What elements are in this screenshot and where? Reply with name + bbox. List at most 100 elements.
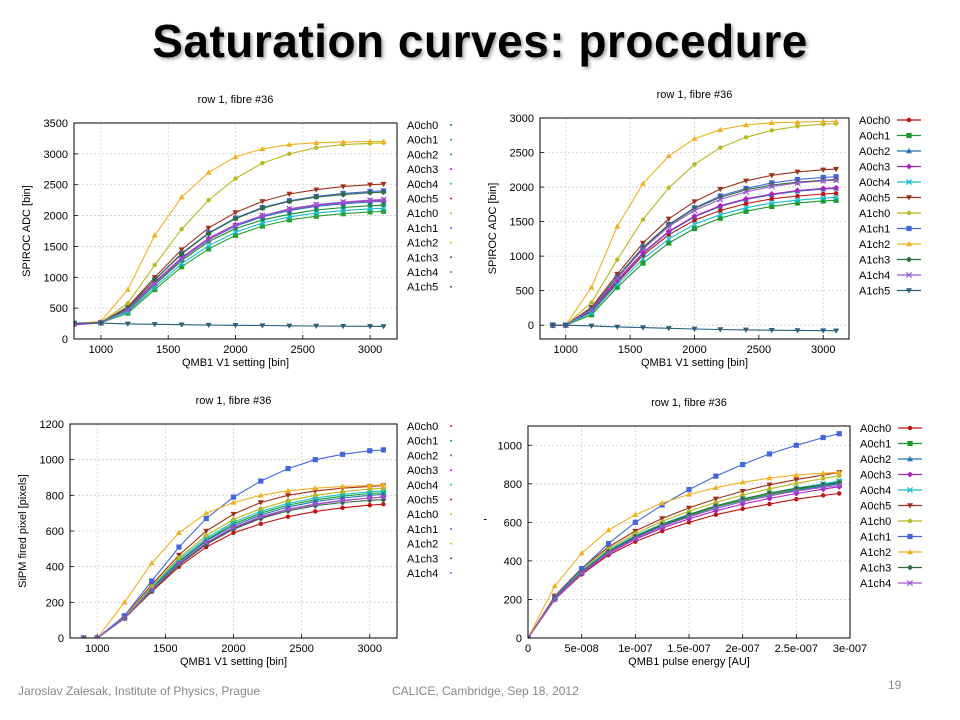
data-point	[121, 614, 128, 622]
x-tick-label: 2.5e-007	[775, 643, 818, 655]
data-point	[367, 324, 374, 330]
data-point	[380, 189, 387, 196]
x-tick-label: 2000	[221, 643, 245, 655]
data-point	[257, 500, 264, 506]
legend-swatch	[450, 439, 452, 442]
data-point	[312, 500, 319, 507]
data-point	[769, 196, 774, 202]
data-point	[232, 232, 239, 238]
data-point	[665, 216, 672, 222]
legend-marker	[906, 256, 912, 263]
y-tick-label: 800	[504, 479, 522, 491]
legend-label: A1ch2	[407, 539, 438, 551]
footer-event: CALICE, Cambridge, Sep 18, 2012	[392, 684, 579, 698]
data-point	[259, 223, 266, 229]
y-tick-label: 1000	[44, 272, 68, 284]
data-point	[793, 472, 800, 478]
y-tick-label: 400	[504, 556, 522, 568]
data-point	[692, 218, 697, 223]
data-point	[285, 498, 291, 503]
data-point	[340, 505, 345, 511]
data-point	[794, 200, 801, 206]
data-point	[686, 491, 692, 497]
x-tick-label: 1000	[85, 643, 109, 655]
chart-title: row 1, fibre #36	[651, 397, 727, 409]
legend-marker	[906, 148, 912, 154]
series-line-a1ch0	[74, 142, 384, 325]
data-point	[152, 262, 157, 268]
y-tick-label: 3000	[44, 149, 68, 161]
data-point	[639, 255, 647, 262]
data-point	[691, 213, 698, 220]
data-point	[740, 461, 746, 468]
data-point	[659, 521, 666, 528]
data-point	[366, 497, 373, 504]
series-line-a1ch5	[74, 322, 384, 327]
data-point	[614, 275, 621, 282]
data-point	[232, 153, 239, 160]
data-point	[794, 187, 801, 194]
data-point	[713, 500, 719, 505]
legend-label: A1ch0	[860, 516, 891, 528]
data-point	[148, 560, 155, 566]
data-point	[685, 513, 693, 521]
data-point	[588, 306, 595, 313]
data-point	[691, 326, 698, 332]
data-point	[640, 244, 646, 251]
data-point	[739, 479, 746, 485]
data-point	[285, 465, 291, 472]
legend-label: A1ch4	[859, 270, 890, 282]
legend-label: A0ch5	[407, 194, 438, 206]
data-point	[260, 160, 265, 166]
legend-marker	[906, 486, 914, 494]
data-point	[836, 431, 842, 437]
data-point	[178, 194, 185, 200]
data-point	[718, 145, 723, 150]
legend-label: A0ch4	[859, 177, 890, 189]
data-point	[588, 323, 595, 329]
data-point	[367, 138, 374, 144]
chart-adc-top-right: row 1, fibre #36 1000 1500 2000 2500 3000 0 500…	[487, 89, 921, 369]
x-axis-label: QMB1 pulse energy [AU]	[628, 656, 750, 668]
legend-label: A1ch4	[407, 267, 438, 279]
data-point	[340, 139, 347, 145]
y-tick-label: 500	[516, 286, 534, 298]
y-tick-label: 600	[46, 526, 64, 538]
y-tick-label: 500	[50, 303, 68, 315]
data-point	[313, 139, 320, 145]
data-point	[286, 217, 292, 223]
data-point	[766, 451, 773, 457]
x-tick-label: 1000	[89, 344, 113, 356]
legend-label: A1ch1	[860, 532, 891, 544]
plot-frame	[539, 117, 850, 340]
data-point	[615, 257, 620, 262]
legend-swatch	[450, 498, 452, 501]
data-point	[380, 205, 387, 212]
x-axis-label: QMB1 V1 setting [bin]	[641, 357, 748, 369]
data-point	[659, 525, 666, 532]
series-line-a1ch4	[74, 198, 384, 325]
data-point	[380, 208, 387, 214]
data-point	[121, 599, 128, 605]
legend-label: A1ch0	[407, 208, 438, 220]
data-point	[666, 185, 671, 190]
data-point	[820, 434, 826, 441]
data-point	[742, 204, 750, 211]
data-point	[743, 195, 749, 202]
data-point	[794, 179, 801, 186]
y-tick-label: 0	[58, 633, 64, 645]
data-point	[743, 201, 749, 206]
data-point	[230, 524, 237, 531]
data-point	[742, 188, 750, 195]
data-point	[125, 310, 131, 316]
x-tick-label: 5e-008	[565, 643, 599, 655]
data-point	[665, 152, 672, 159]
data-point	[768, 181, 775, 188]
data-point	[340, 211, 346, 217]
data-point	[820, 167, 827, 173]
data-point	[686, 515, 692, 522]
chart-estimated-bottom-right: row 1, fibre #36 0 5e-008 1e-007 1.5e-007 2e-…	[484, 397, 922, 668]
data-point	[380, 196, 387, 203]
plot-frame	[69, 423, 398, 639]
legend-marker	[906, 195, 912, 201]
